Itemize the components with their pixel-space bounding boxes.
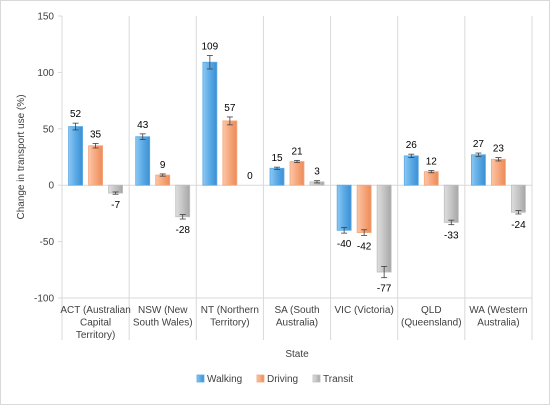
x-tick-label: WA (Western Australia) bbox=[469, 305, 527, 329]
data-label: -28 bbox=[175, 225, 190, 236]
data-label: 3 bbox=[314, 167, 320, 178]
x-tick-label: ACT (Australian Capital Territory) bbox=[60, 305, 130, 341]
data-label: -24 bbox=[511, 220, 526, 231]
x-tick-label: NSW (New South Wales) bbox=[133, 305, 193, 329]
y-tick-label: -100 bbox=[34, 294, 54, 305]
data-label: -40 bbox=[337, 239, 352, 250]
data-label: 35 bbox=[90, 129, 102, 140]
y-axis-title: Change in transport use (%) bbox=[16, 94, 27, 219]
bar-walking bbox=[135, 136, 151, 186]
data-label: -77 bbox=[377, 284, 392, 295]
data-label: 43 bbox=[137, 120, 149, 131]
bars bbox=[68, 55, 526, 279]
data-label: -42 bbox=[357, 241, 372, 252]
x-axis-title: State bbox=[285, 349, 309, 360]
data-label: 27 bbox=[473, 139, 485, 150]
legend-label-transit: Transit bbox=[323, 374, 353, 385]
bar-driving bbox=[88, 145, 103, 186]
y-tick-label: 100 bbox=[37, 68, 54, 79]
data-label: 12 bbox=[426, 157, 438, 168]
legend-label-walking: Walking bbox=[207, 374, 242, 385]
data-label: 26 bbox=[406, 140, 418, 151]
data-label: 0 bbox=[247, 171, 253, 182]
data-label: 57 bbox=[224, 103, 236, 114]
bar-driving bbox=[423, 171, 439, 186]
legend-label-driving: Driving bbox=[267, 374, 298, 385]
data-labels: 52 43 109 15 -40 26 27 35 9 57 21 -42 12 23 -7 -28 0 3 -77… bbox=[70, 41, 526, 294]
bar-driving bbox=[356, 184, 372, 233]
bar-transit bbox=[511, 184, 526, 213]
bar-driving bbox=[222, 120, 238, 186]
y-tick-label: 150 bbox=[37, 12, 54, 23]
bar-walking bbox=[336, 184, 352, 231]
y-tick-label: 0 bbox=[48, 181, 54, 192]
y-tick-label: -50 bbox=[40, 237, 55, 248]
data-label: 9 bbox=[160, 160, 166, 171]
bar-walking bbox=[68, 126, 83, 186]
x-tick-label: VIC (Victoria) bbox=[335, 305, 394, 316]
data-label: -33 bbox=[444, 231, 459, 242]
data-label: 52 bbox=[70, 109, 82, 120]
bar-driving bbox=[491, 158, 506, 186]
legend: Walking Driving Transit bbox=[196, 374, 353, 385]
bar-walking bbox=[471, 154, 486, 186]
bar-walking bbox=[269, 167, 285, 186]
bar-transit bbox=[175, 184, 191, 218]
x-tick-label: QLD (Queensland) bbox=[401, 305, 462, 329]
bar-walking bbox=[403, 155, 419, 186]
bar-driving bbox=[289, 161, 305, 186]
data-label: -7 bbox=[111, 200, 120, 211]
legend-swatch-transit bbox=[312, 374, 321, 383]
x-tick-label: NT (Northern Territory) bbox=[201, 305, 259, 329]
bar-transit bbox=[376, 184, 392, 273]
data-label: 15 bbox=[271, 153, 283, 164]
y-tick-label: 50 bbox=[43, 124, 55, 135]
data-label: 109 bbox=[202, 41, 219, 52]
data-label: 21 bbox=[291, 146, 303, 157]
x-tick-label: SA (South Australia) bbox=[274, 305, 319, 329]
data-label: 23 bbox=[493, 144, 505, 155]
legend-swatch-driving bbox=[256, 374, 265, 383]
bar-transit bbox=[443, 184, 459, 223]
legend-swatch-walking bbox=[196, 374, 205, 383]
bar-walking bbox=[202, 61, 218, 186]
